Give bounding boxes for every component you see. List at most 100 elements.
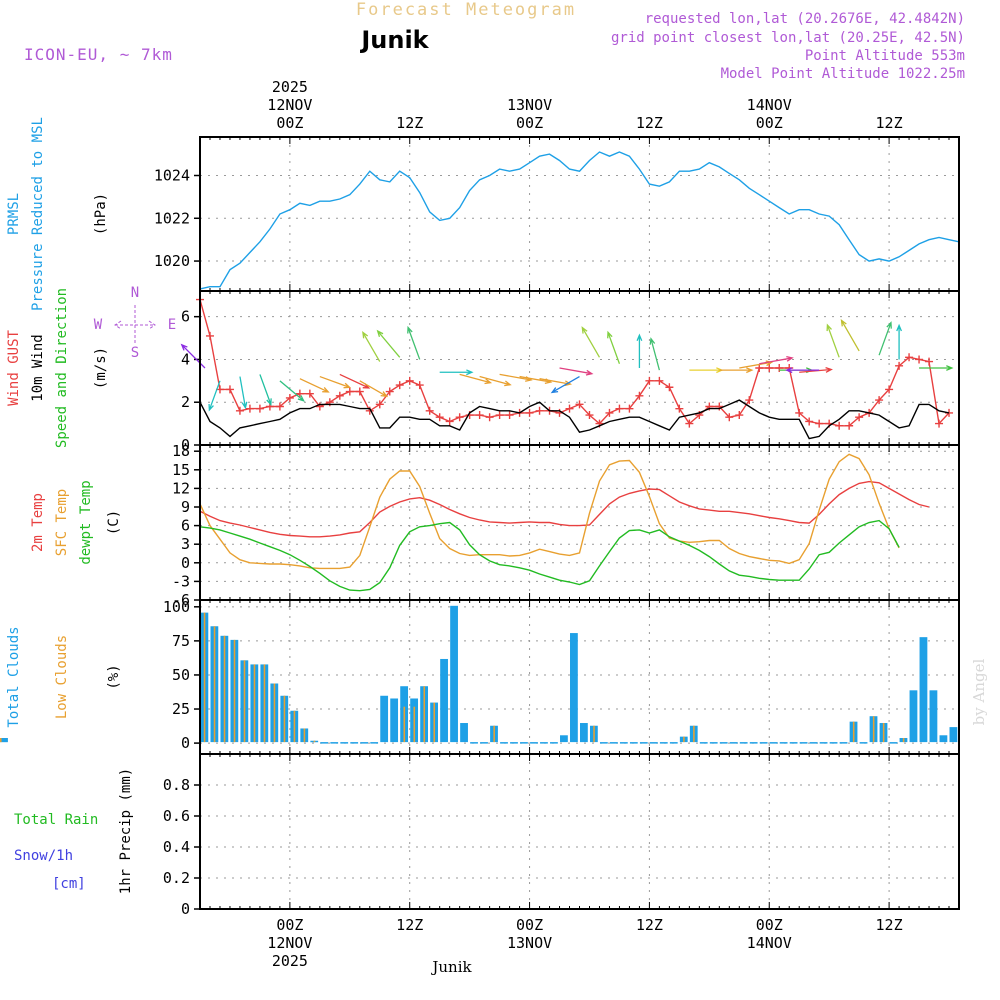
requested-coords: requested lon,lat (20.2676E, 42.4842N) <box>645 11 965 27</box>
low-cloud-bar <box>902 738 905 743</box>
series-line-2m-temp <box>199 480 930 538</box>
wind-direction-arrow <box>607 330 621 364</box>
y-label-line: Total Clouds <box>6 626 22 727</box>
wind-direction-arrow <box>636 333 643 368</box>
y-tick-label: 3 <box>181 535 190 553</box>
gust-marker <box>565 404 574 413</box>
time-top-label: 00Z <box>756 114 783 132</box>
time-bottom-label: 13NOV <box>507 934 552 952</box>
low-cloud-bar <box>223 635 226 743</box>
gust-marker <box>435 413 444 422</box>
y-label-line: PRMSL <box>6 193 22 235</box>
gust-marker <box>895 361 904 370</box>
wind-direction-arrow <box>279 380 305 402</box>
y-tick-label: 6 <box>181 517 190 535</box>
y-tick-label: 18 <box>172 442 190 460</box>
gust-marker <box>575 400 584 409</box>
y-tick-label: -6 <box>172 591 190 609</box>
y-tick-label: 0 <box>181 554 190 572</box>
wind-direction-arrow <box>208 380 221 412</box>
panel-frame <box>199 753 960 910</box>
gust-marker <box>805 417 814 426</box>
total-cloud-bar <box>699 742 708 744</box>
total-cloud-bar <box>839 742 848 744</box>
gust-marker <box>335 391 344 400</box>
y-label-line: Total Rain <box>14 812 98 828</box>
total-cloud-bar <box>749 742 758 744</box>
low-cloud-bar <box>293 710 296 743</box>
chart-location-title: Junik <box>359 26 429 54</box>
time-bottom-label: 12Z <box>396 916 423 934</box>
total-cloud-bar <box>0 738 8 743</box>
y-tick-label: -3 <box>172 572 190 590</box>
total-cloud-bar <box>460 723 468 743</box>
gust-marker <box>415 381 424 390</box>
time-bottom-label: 00Z <box>276 916 303 934</box>
total-cloud-bar <box>570 633 578 743</box>
wind-direction-arrow <box>896 323 903 360</box>
y-label-line: Wind GUST <box>6 330 22 406</box>
grid-point-coords: grid point closest lon,lat (20.25E, 42.5… <box>611 30 965 46</box>
y-tick-label: 25 <box>172 700 190 718</box>
gust-marker <box>535 406 544 415</box>
y-tick-label: 0 <box>181 900 190 918</box>
total-cloud-bar <box>510 742 518 744</box>
y-label-line: (m/s) <box>93 347 109 389</box>
wind-direction-arrow <box>785 367 820 374</box>
wind-direction-arrow <box>559 367 594 376</box>
gust-marker <box>855 413 864 422</box>
y-label-line: 10m Wind <box>30 334 46 401</box>
gust-marker <box>795 408 804 417</box>
y-label-line: 2m Temp <box>30 493 46 552</box>
total-cloud-bar <box>370 742 379 744</box>
gust-marker <box>405 376 414 385</box>
gust-marker <box>625 404 634 413</box>
wind-direction-arrow <box>826 323 840 358</box>
wind-direction-arrow <box>319 375 352 389</box>
compass-rose <box>114 305 156 345</box>
gust-marker <box>635 391 644 400</box>
total-cloud-bar <box>380 695 389 743</box>
wind-direction-arrow <box>239 376 248 410</box>
gust-marker <box>685 419 694 428</box>
gust-marker <box>395 381 404 390</box>
time-top-label: 12Z <box>396 114 423 132</box>
gust-marker <box>475 411 484 420</box>
gust-marker <box>845 421 854 430</box>
total-cloud-bar <box>330 742 339 744</box>
total-cloud-bar <box>619 742 628 744</box>
total-cloud-bar <box>530 742 538 744</box>
y-tick-label: 100 <box>163 598 190 616</box>
time-top-label: 00Z <box>276 114 303 132</box>
gust-marker <box>645 376 654 385</box>
y-tick-label: 0.6 <box>163 807 190 825</box>
panel-precip: 0 0.2 0.4 0.6 0.8 Total Rain Snow/1h [cm] 1hr Pr… <box>14 753 960 918</box>
wind-direction-arrow <box>759 355 794 365</box>
point-altitude: Point Altitude 553m <box>805 48 965 64</box>
y-tick-label: 75 <box>172 632 190 650</box>
low-cloud-bar <box>263 664 266 743</box>
total-cloud-bar <box>320 742 329 744</box>
y-tick-label: 0 <box>181 436 190 454</box>
panel-frame <box>199 444 960 601</box>
panel-wind: 0 2 4 6 Wind GUST 10m Wind Speed and Direction… <box>6 285 960 454</box>
gust-marker <box>835 421 844 430</box>
gust-marker <box>245 404 254 413</box>
gust-marker <box>885 385 894 394</box>
author-signature: by Angel <box>970 658 988 725</box>
wind-direction-arrow <box>878 321 892 356</box>
chart-faded-title: Forecast Meteogram <box>356 0 576 20</box>
total-cloud-bar <box>769 742 778 744</box>
total-cloud-bar <box>580 723 588 743</box>
total-cloud-bar <box>390 698 399 743</box>
gust-marker <box>225 385 234 394</box>
total-cloud-bar <box>809 742 818 744</box>
gust-marker <box>745 396 754 405</box>
y-tick-label: 2 <box>181 393 190 411</box>
low-cloud-bar <box>283 695 286 743</box>
total-cloud-bar <box>939 735 948 743</box>
low-cloud-bar <box>243 660 246 743</box>
chart-panels: 1020 1022 1024 PRMSL Pressure Reduced to MSL… <box>0 117 960 918</box>
compass-east: E <box>168 317 176 333</box>
y-label-line: (%) <box>106 664 122 689</box>
